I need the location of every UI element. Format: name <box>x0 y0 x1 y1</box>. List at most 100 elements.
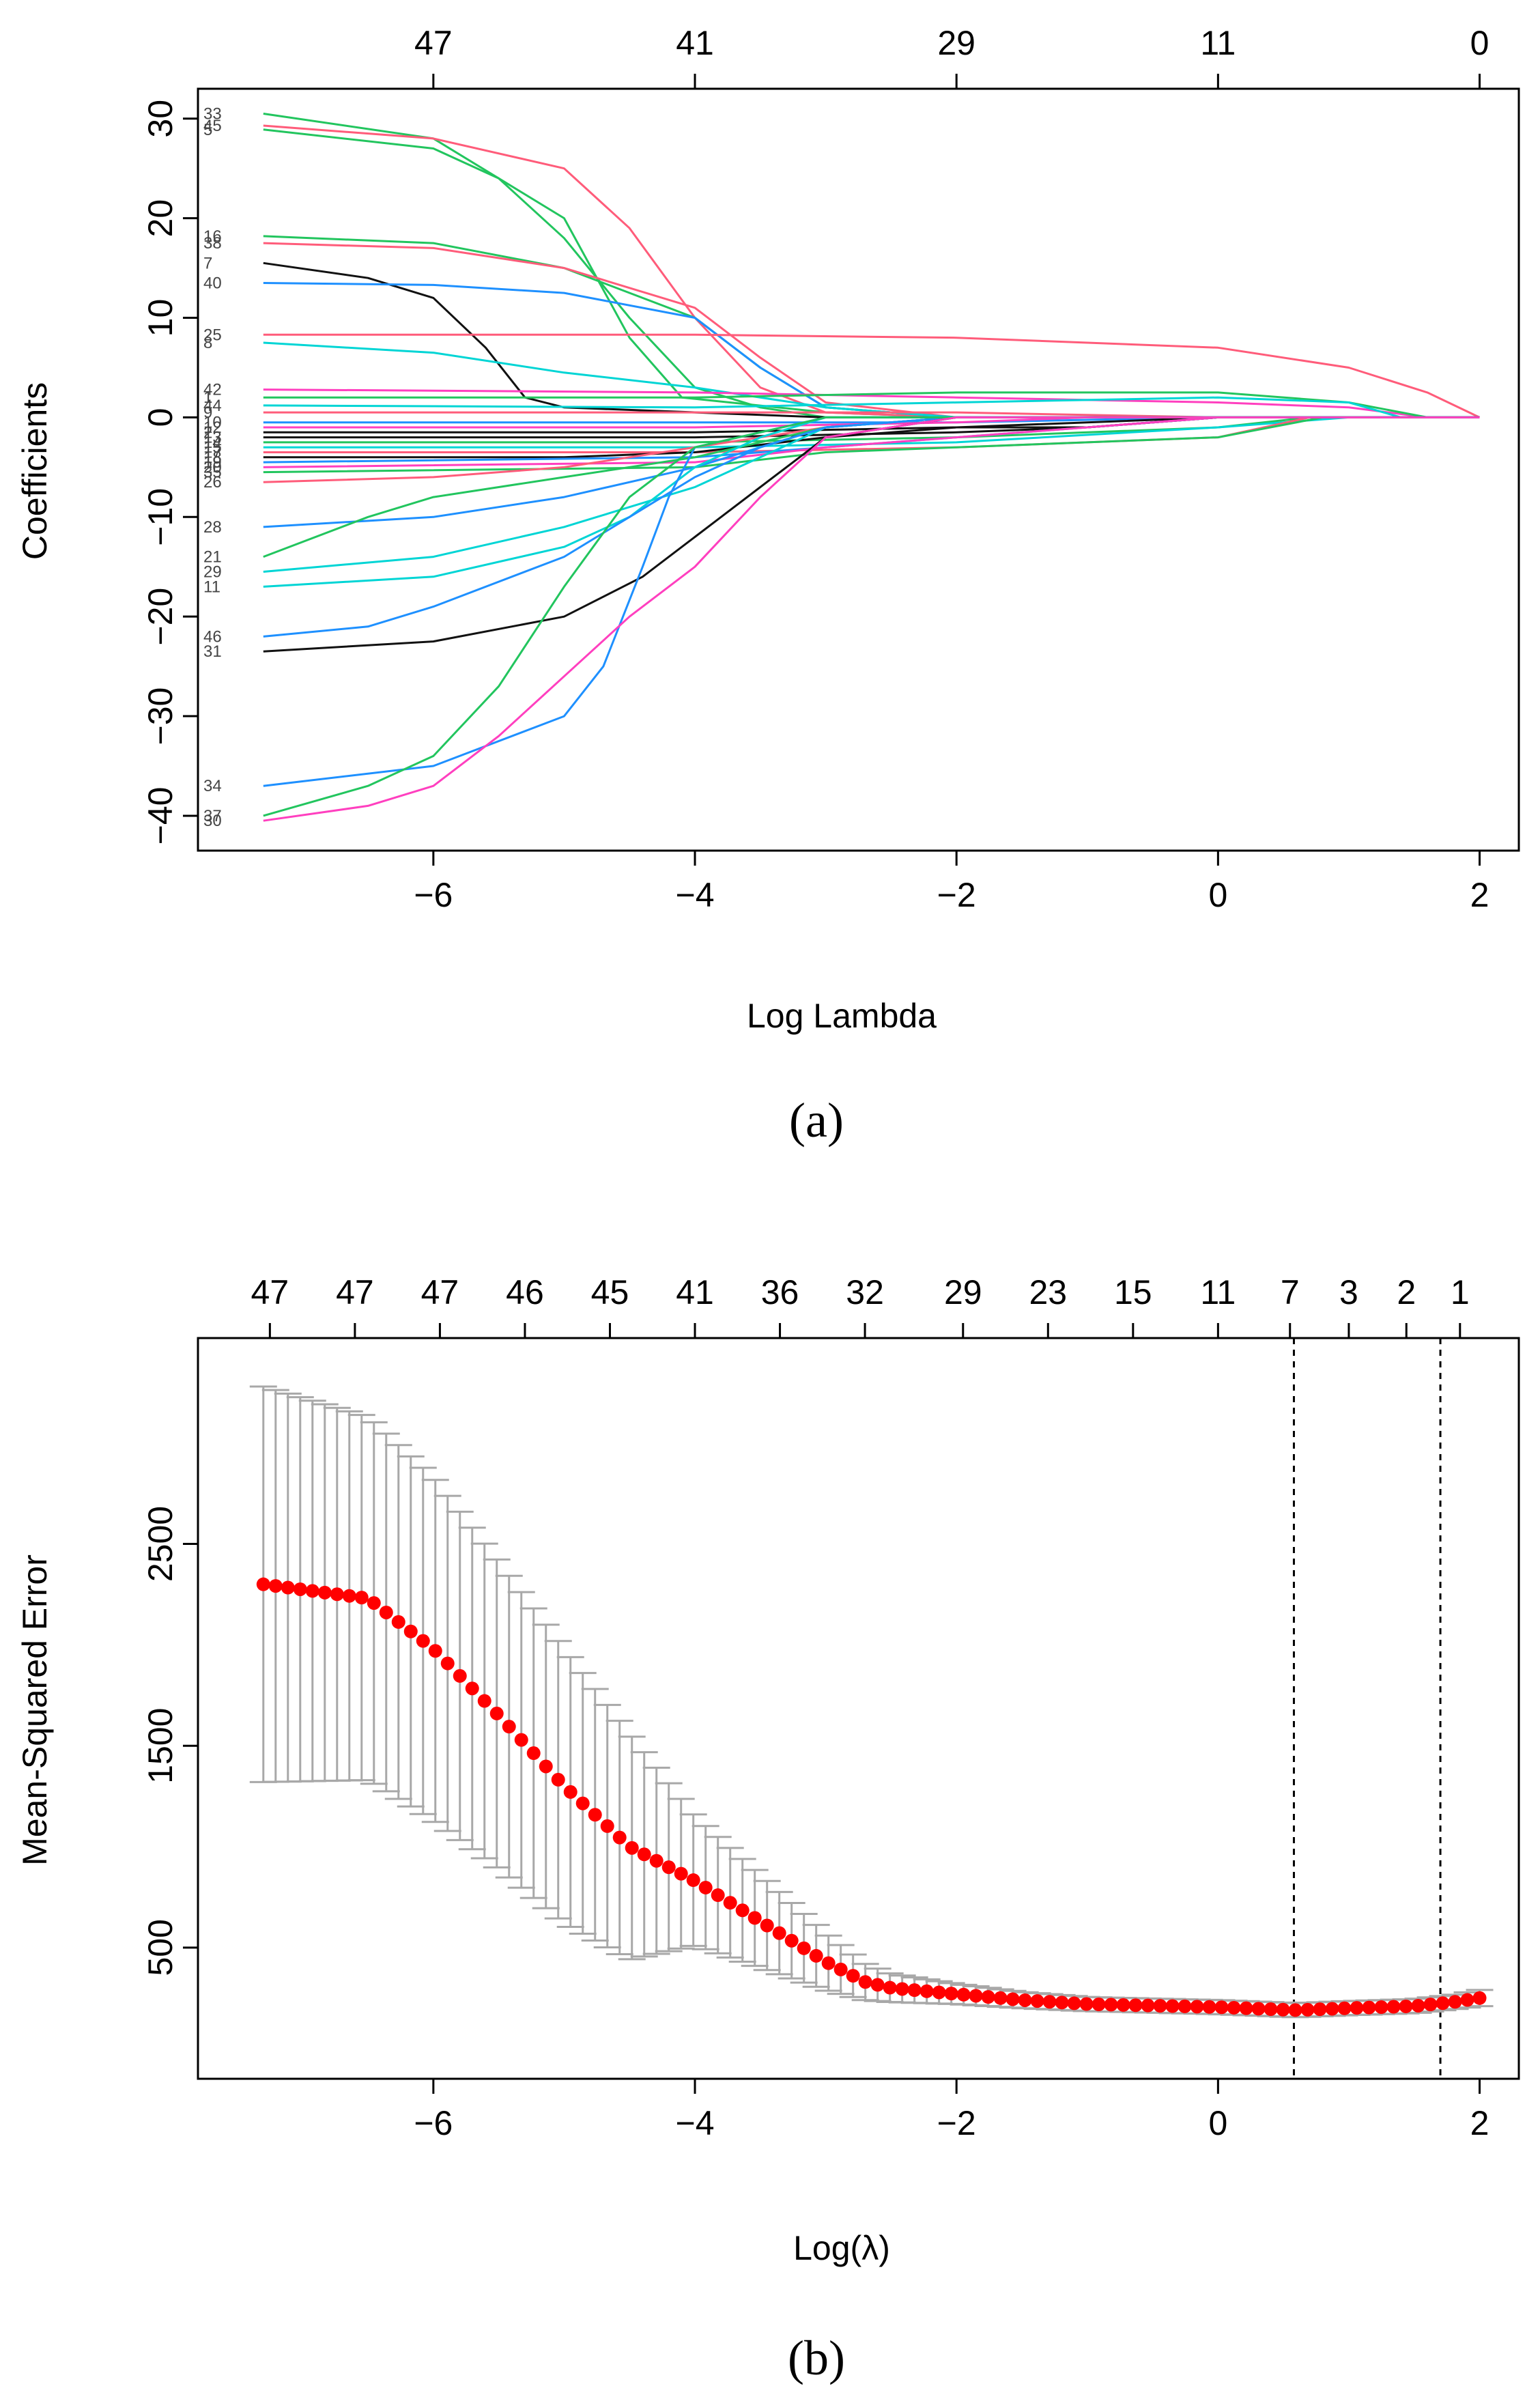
mse-point <box>981 1990 995 2004</box>
coefficient-path-label: 31 <box>203 642 222 661</box>
coefficient-path-label: 15 <box>203 438 222 457</box>
top-tick-label: 1 <box>1451 1273 1470 1311</box>
mse-point <box>1276 2002 1290 2017</box>
mse-point <box>1251 2002 1266 2016</box>
coefficient-path-label: 14 <box>203 434 222 452</box>
mse-point <box>711 1888 725 1903</box>
mse-point <box>330 1587 344 1602</box>
coefficient-path-label: 40 <box>203 274 222 292</box>
top-tick-label: 7 <box>1281 1273 1300 1311</box>
y-tick-label: −10 <box>141 488 180 546</box>
coefficient-path-label: 30 <box>203 812 222 830</box>
mse-point <box>1055 1995 1069 2010</box>
coefficient-path-label: 28 <box>203 518 222 537</box>
mse-point <box>698 1880 713 1894</box>
mse-point <box>1202 2000 1216 2014</box>
x-tick-label: −4 <box>676 876 715 914</box>
x-axis-top-b: 47 47 47 46 45 41 36 32 29 23 15 11 7 3 2 1 <box>251 1273 1470 1339</box>
mse-point <box>870 1978 885 1992</box>
x-tick-label: 0 <box>1208 876 1227 914</box>
coefficient-path-label: 17 <box>203 443 222 461</box>
y-tick-label: −30 <box>141 687 180 745</box>
mse-point <box>1374 2000 1388 2015</box>
coefficient-path-label: 5 <box>203 121 212 139</box>
y-tick-label: 1500 <box>141 1708 180 1784</box>
mse-point <box>526 1746 541 1761</box>
coefficient-path-label: 8 <box>203 334 212 352</box>
mse-point <box>932 1985 946 2000</box>
mse-point <box>514 1733 528 1747</box>
mse-point <box>391 1615 405 1629</box>
mse-point <box>883 1980 897 1995</box>
coefficient-path-label: 11 <box>203 578 220 596</box>
panel-label-a: (a) <box>789 1093 844 1148</box>
mse-point <box>895 1982 909 1996</box>
mse-point <box>797 1941 811 1955</box>
mse-point <box>809 1948 823 1963</box>
mse-point <box>1153 1999 1167 2013</box>
mse-point <box>969 1989 983 2003</box>
mse-point <box>1436 1996 1450 2011</box>
x-axis-top-a: 47 41 29 11 0 <box>414 24 1489 90</box>
top-tick-label: 3 <box>1339 1273 1358 1311</box>
x-tick-label: 0 <box>1208 2104 1227 2142</box>
mse-point <box>846 1969 860 1983</box>
x-tick-label: −2 <box>937 876 976 914</box>
mse-point <box>354 1591 369 1605</box>
mse-point <box>342 1589 356 1603</box>
mse-point <box>317 1585 332 1600</box>
mse-point <box>760 1918 774 1933</box>
y-axis-left-b: 500 1500 2500 <box>141 1506 199 1976</box>
coefficient-path-label: 46 <box>203 627 222 646</box>
coefficient-path-30 <box>263 416 1480 822</box>
mse-point <box>637 1847 651 1862</box>
coefficient-path-label: 9 <box>203 403 212 422</box>
mse-point <box>293 1582 307 1596</box>
mse-point <box>1337 2001 1352 2015</box>
mse-point <box>305 1584 319 1598</box>
y-axis-left-a: −40 −30 −20 −10 0 10 20 30 <box>141 100 199 844</box>
y-axis-label-a: Coefficients <box>16 382 54 560</box>
mse-point <box>1042 1995 1057 2009</box>
top-tick-label: 47 <box>251 1273 289 1311</box>
mse-point <box>600 1819 614 1833</box>
x-tick-label: −4 <box>676 2104 715 2142</box>
mse-point <box>1079 1997 1094 2011</box>
mse-point <box>661 1860 676 1875</box>
coefficient-path-label: 35 <box>203 464 222 482</box>
mse-point <box>1227 2000 1241 2015</box>
panel-label-b: (b) <box>788 2331 845 2385</box>
coefficient-path-label: 33 <box>203 104 222 123</box>
top-tick-label: 32 <box>846 1273 884 1311</box>
x-axis-label-b: Log(λ) <box>793 2229 890 2267</box>
coefficient-path-37 <box>263 416 1480 817</box>
coefficient-path-46 <box>263 416 1480 638</box>
top-tick-label: 47 <box>421 1273 459 1311</box>
mse-point <box>674 1866 688 1881</box>
coefficient-paths <box>263 113 1481 822</box>
mse-point <box>1325 2002 1339 2016</box>
y-tick-label: −20 <box>141 588 180 646</box>
x-tick-label: −6 <box>414 876 453 914</box>
x-tick-label: −2 <box>937 2104 976 2142</box>
mse-point <box>1288 2003 1302 2017</box>
top-tick-label: 0 <box>1470 24 1489 62</box>
coefficient-path-label: 26 <box>203 473 222 492</box>
panel-a: 3345516387402584214491012213141517181920… <box>16 24 1520 1148</box>
coefficient-path-label: 37 <box>203 807 222 825</box>
y-tick-label: 30 <box>141 100 180 138</box>
mse-point <box>1448 1995 1462 2009</box>
coefficient-path-label: 2 <box>203 423 212 442</box>
mse-point <box>563 1785 578 1799</box>
coefficient-path-label: 29 <box>203 563 222 582</box>
mse-point <box>575 1796 590 1810</box>
lambda-reference-lines <box>1292 1338 1442 2079</box>
mse-points <box>256 1577 1487 2017</box>
mse-point <box>1214 2000 1229 2015</box>
coefficient-path-label: 13 <box>203 429 222 447</box>
mse-point <box>1030 1994 1044 2008</box>
mse-point <box>367 1596 381 1610</box>
mse-point <box>489 1706 504 1720</box>
mse-point <box>1313 2002 1327 2017</box>
